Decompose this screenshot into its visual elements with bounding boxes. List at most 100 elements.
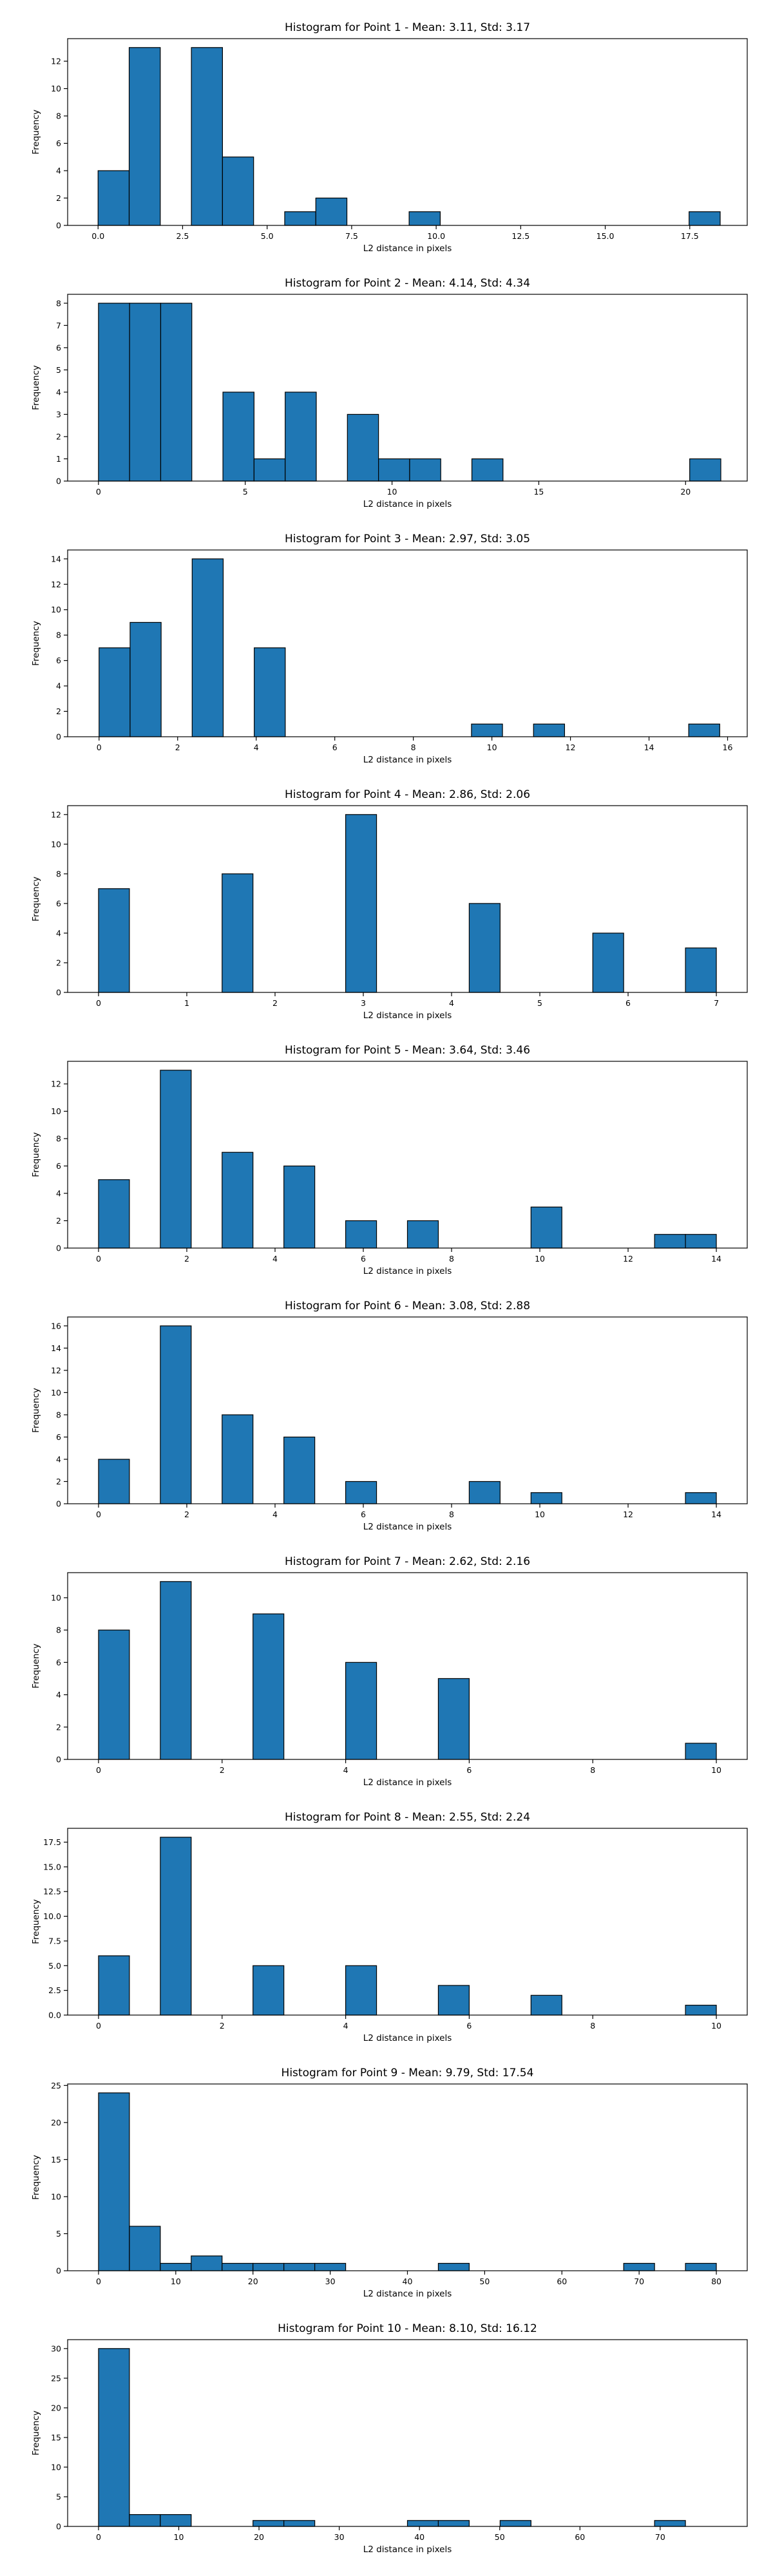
histogram-bar (191, 47, 223, 226)
y-tick-label: 6 (56, 898, 61, 908)
x-tick-label: 10 (535, 1254, 545, 1264)
y-tick-label: 16 (51, 1321, 61, 1331)
y-tick-label: 6 (56, 1658, 61, 1667)
y-tick-label: 12 (51, 1365, 61, 1375)
x-tick-label: 4 (343, 2021, 348, 2031)
x-tick-label: 70 (655, 2532, 665, 2542)
histogram-bar (283, 2520, 316, 2527)
y-tick-label: 0 (56, 1755, 61, 1765)
y-tick-label: 8 (56, 869, 61, 878)
histogram-panel-7: Histogram for Point 7 - Mean: 2.62, Std:… (31, 1555, 748, 1788)
histogram-bar (533, 723, 566, 737)
plot-frame (67, 1316, 748, 1504)
x-tick-label: 0 (96, 1254, 101, 1264)
y-tick-label: 14 (51, 1343, 61, 1353)
y-axis-label: Frequency (31, 1388, 41, 1433)
histogram-bar (471, 723, 503, 737)
histogram-bar (592, 933, 624, 993)
histogram-panel-2: Histogram for Point 2 - Mean: 4.14, Std:… (31, 277, 748, 509)
x-tick-label: 6 (466, 1765, 472, 1775)
plot-frame (67, 805, 748, 993)
x-tick-label: 7.5 (345, 231, 358, 241)
y-tick-label: 2 (56, 706, 61, 716)
x-axis-label: L2 distance in pixels (363, 1522, 452, 1532)
histogram-bar (654, 1234, 686, 1249)
x-tick-label: 14 (711, 1510, 721, 1519)
y-tick-label: 3 (56, 410, 61, 419)
histogram-bar (409, 458, 441, 482)
y-tick-label: 10 (51, 839, 61, 849)
x-tick-label: 0.0 (91, 231, 104, 241)
histogram-bar (689, 458, 721, 482)
chart-title: Histogram for Point 4 - Mean: 2.86, Std:… (285, 788, 530, 801)
histogram-bar (437, 2520, 470, 2527)
x-tick-label: 70 (634, 2277, 644, 2286)
x-tick-label: 2 (220, 2021, 225, 2031)
x-tick-label: 4 (343, 1765, 348, 1775)
histogram-bar (530, 1206, 562, 1249)
x-axis-label: L2 distance in pixels (363, 499, 452, 509)
y-tick-label: 25 (51, 2373, 61, 2383)
y-tick-label: 25 (51, 2081, 61, 2090)
histogram-bar (129, 303, 162, 482)
x-tick-label: 10.0 (427, 231, 445, 241)
histogram-panel-8: Histogram for Point 8 - Mean: 2.55, Std:… (31, 1811, 748, 2043)
chart-title: Histogram for Point 3 - Mean: 2.97, Std:… (285, 533, 530, 545)
x-tick-label: 0 (97, 743, 102, 752)
y-tick-label: 2 (56, 431, 61, 441)
histogram-bar (685, 2262, 717, 2271)
y-tick-label: 2 (56, 1722, 61, 1732)
y-tick-label: 20 (51, 2403, 61, 2412)
y-tick-label: 0.0 (48, 2011, 61, 2020)
x-tick-label: 6 (361, 1510, 366, 1519)
histogram-bar (283, 1165, 316, 1249)
x-tick-label: 6 (466, 2021, 472, 2031)
histogram-bar (623, 2262, 655, 2271)
x-tick-label: 15.0 (596, 231, 615, 241)
histogram-bar (345, 1662, 377, 1760)
y-tick-label: 8 (56, 1134, 61, 1144)
x-tick-label: 8 (590, 2021, 595, 2031)
x-tick-label: 16 (723, 743, 733, 752)
histogram-bar (437, 1985, 470, 2016)
y-axis-label: Frequency (31, 1643, 41, 1689)
histogram-bar (99, 647, 131, 737)
histogram-bar (98, 1459, 130, 1504)
y-tick-label: 2.5 (48, 1985, 61, 1995)
y-tick-label: 12.5 (43, 1887, 61, 1897)
histogram-bar (253, 2262, 285, 2271)
x-tick-label: 0 (96, 998, 101, 1008)
x-tick-label: 4 (272, 1254, 278, 1264)
y-axis-label: Frequency (31, 1899, 41, 1944)
histogram-bar (222, 1414, 254, 1504)
y-tick-label: 15 (51, 2155, 61, 2164)
y-tick-label: 5 (56, 365, 61, 375)
y-tick-label: 5 (56, 2492, 61, 2501)
y-tick-label: 4 (56, 928, 61, 938)
histogram-bar (285, 392, 317, 482)
histogram-bar (314, 2262, 347, 2271)
histogram-bar (283, 1436, 316, 1504)
y-tick-label: 6 (56, 138, 61, 148)
x-tick-label: 2 (272, 998, 278, 1008)
y-tick-label: 12 (51, 57, 61, 66)
x-tick-label: 8 (590, 1765, 595, 1775)
histogram-bar (437, 1678, 470, 1760)
y-tick-label: 2 (56, 1477, 61, 1486)
histogram-panel-5: Histogram for Point 5 - Mean: 3.64, Std:… (31, 1044, 748, 1276)
histogram-bar (406, 2520, 439, 2527)
y-tick-label: 2 (56, 193, 61, 203)
x-tick-label: 10 (387, 487, 397, 497)
chart-title: Histogram for Point 9 - Mean: 9.79, Std:… (282, 2067, 534, 2079)
y-tick-label: 4 (56, 1454, 61, 1464)
x-tick-label: 5.0 (261, 231, 274, 241)
x-axis-label: L2 distance in pixels (363, 2289, 452, 2299)
histogram-bar (222, 873, 254, 993)
y-tick-label: 0 (56, 988, 61, 998)
x-tick-label: 10 (174, 2532, 184, 2542)
y-tick-label: 10 (51, 84, 61, 93)
x-tick-label: 30 (334, 2532, 345, 2542)
y-tick-label: 15 (51, 2432, 61, 2442)
y-tick-label: 17.5 (43, 1837, 61, 1847)
